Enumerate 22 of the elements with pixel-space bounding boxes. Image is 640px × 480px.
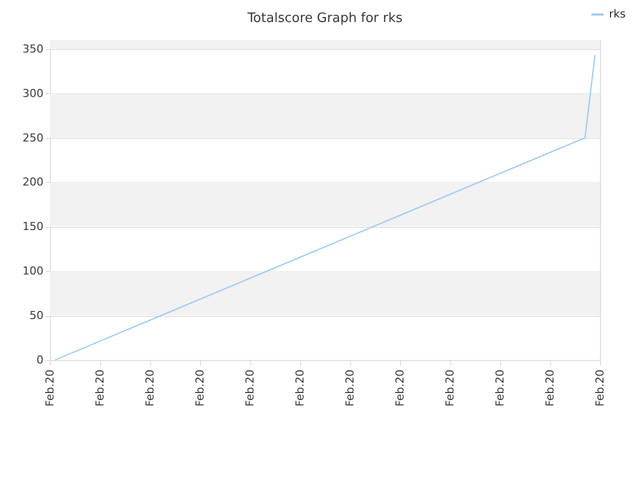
- x-tick-label: Feb.20: [194, 370, 206, 406]
- legend-label: rks: [609, 8, 626, 20]
- y-tick-label: 0: [36, 354, 44, 366]
- x-tick-label: Feb.20: [594, 370, 606, 406]
- x-tick-label: Feb.20: [494, 370, 506, 406]
- y-tick-label: 250: [22, 131, 44, 144]
- y-tick-label: 50: [30, 309, 44, 322]
- y-tick-label: 100: [22, 264, 44, 278]
- x-tick-label: Feb.20: [444, 370, 456, 406]
- x-tick-label: Feb.20: [94, 370, 106, 406]
- x-tick-label: Feb.20: [244, 370, 256, 406]
- x-tick-label: Feb.20: [294, 370, 306, 406]
- x-tick-label: Feb.20: [544, 370, 556, 406]
- chart-title: Totalscore Graph for rks: [246, 11, 403, 26]
- x-tick-label: Feb.20: [144, 370, 156, 406]
- y-tick-label: 150: [22, 220, 44, 234]
- y-tick-label: 300: [22, 86, 44, 100]
- x-tick-label: Feb.20: [44, 370, 56, 406]
- x-tick-label: Feb.20: [344, 370, 356, 406]
- y-tick-label: 350: [22, 42, 44, 56]
- x-tick-label: Feb.20: [394, 370, 406, 406]
- y-tick-label: 200: [22, 176, 44, 189]
